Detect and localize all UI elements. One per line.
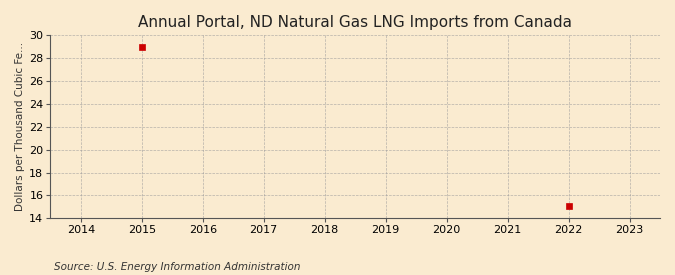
- Title: Annual Portal, ND Natural Gas LNG Imports from Canada: Annual Portal, ND Natural Gas LNG Import…: [138, 15, 572, 30]
- Text: Source: U.S. Energy Information Administration: Source: U.S. Energy Information Administ…: [54, 262, 300, 272]
- Y-axis label: Dollars per Thousand Cubic Fe...: Dollars per Thousand Cubic Fe...: [15, 42, 25, 211]
